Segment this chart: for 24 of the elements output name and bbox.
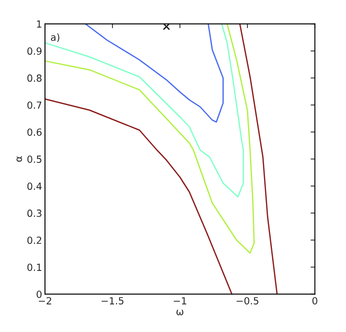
y-tick-label: 0.1	[27, 264, 42, 271]
y-tick-label: 0.4	[27, 182, 42, 190]
x-axis-title: ω	[176, 310, 184, 316]
y-tick-label: 0.8	[27, 74, 42, 82]
line-series	[44, 98, 232, 294]
y-tick-label: 1	[37, 20, 42, 28]
x-tick-label: −1.5	[102, 297, 124, 304]
x-tick-label: −0.5	[236, 297, 258, 304]
x-tick-label: 0	[312, 297, 318, 304]
line-series	[239, 24, 278, 294]
y-tick-label: 0.5	[27, 156, 42, 163]
y-tick-label: 0.2	[27, 236, 42, 244]
x-tick-label: −1	[174, 297, 186, 304]
annotation: a)	[50, 33, 60, 42]
y-tick-label: 0	[36, 290, 42, 298]
y-axis-title: α	[16, 156, 22, 162]
y-tick-label: 0.7	[27, 101, 42, 109]
y-tick-label: 0.9	[27, 47, 42, 55]
line-series	[44, 24, 255, 254]
y-tick-label: 0.3	[27, 210, 42, 217]
line-series	[44, 24, 244, 198]
y-tick-label: 0.6	[27, 128, 42, 136]
line-series	[84, 24, 224, 123]
x-tick-label: −2	[38, 297, 52, 304]
